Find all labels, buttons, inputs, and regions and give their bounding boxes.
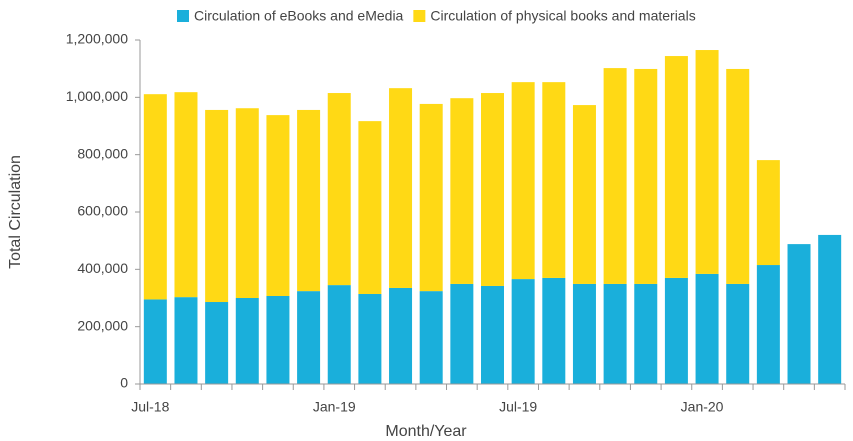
bar xyxy=(389,287,413,384)
bar xyxy=(818,234,842,384)
bar xyxy=(603,68,627,284)
y-axis-title: Total Circulation xyxy=(7,155,24,269)
bar xyxy=(266,115,290,296)
bar xyxy=(235,298,259,384)
bar xyxy=(205,302,229,384)
bar xyxy=(266,295,290,384)
bar xyxy=(297,109,321,292)
bar xyxy=(511,82,535,280)
bar xyxy=(389,88,413,288)
bar xyxy=(174,92,198,298)
bar xyxy=(511,279,535,384)
x-axis-title: Month/Year xyxy=(385,423,467,440)
bar xyxy=(235,108,259,298)
legend-label: Circulation of physical books and materi… xyxy=(430,8,695,24)
bar xyxy=(542,277,566,384)
bar xyxy=(419,103,443,292)
bar xyxy=(695,273,719,384)
bar xyxy=(174,297,198,384)
bar xyxy=(664,277,688,384)
bar xyxy=(358,293,382,384)
bar xyxy=(481,93,504,286)
x-tick-label: Jan-19 xyxy=(313,399,356,415)
bar xyxy=(450,283,474,384)
y-tick-label: 400,000 xyxy=(77,260,128,276)
bar xyxy=(726,68,750,284)
bar xyxy=(603,283,627,384)
x-tick-label: Jan-20 xyxy=(681,399,724,415)
x-tick-label: Jul-18 xyxy=(131,399,169,415)
y-tick-label: 1,000,000 xyxy=(66,88,128,104)
bar xyxy=(297,291,321,384)
bar xyxy=(695,50,719,274)
bar xyxy=(787,244,811,384)
bar xyxy=(572,283,596,384)
y-tick-label: 800,000 xyxy=(77,145,128,161)
bar xyxy=(634,68,658,284)
legend-label: Circulation of eBooks and eMedia xyxy=(194,8,404,24)
bar xyxy=(419,291,443,384)
bar xyxy=(726,283,750,384)
y-tick-label: 200,000 xyxy=(77,317,128,333)
y-tick-label: 0 xyxy=(120,375,128,391)
bar xyxy=(634,283,658,384)
bar xyxy=(756,160,780,266)
y-tick-label: 600,000 xyxy=(77,203,128,219)
y-tick-label: 1,200,000 xyxy=(66,31,128,47)
bar xyxy=(327,285,351,384)
bar xyxy=(358,121,382,294)
bar xyxy=(205,109,229,303)
bar xyxy=(327,93,351,286)
legend-swatch xyxy=(413,10,426,22)
bar xyxy=(143,94,167,300)
bar xyxy=(542,82,566,278)
bar xyxy=(664,56,688,278)
bar xyxy=(572,105,596,284)
bar xyxy=(756,265,780,384)
bar xyxy=(481,285,504,384)
bar xyxy=(450,98,474,284)
bar xyxy=(143,299,167,384)
legend-swatch xyxy=(177,10,189,22)
x-tick-label: Jul-19 xyxy=(499,399,537,415)
